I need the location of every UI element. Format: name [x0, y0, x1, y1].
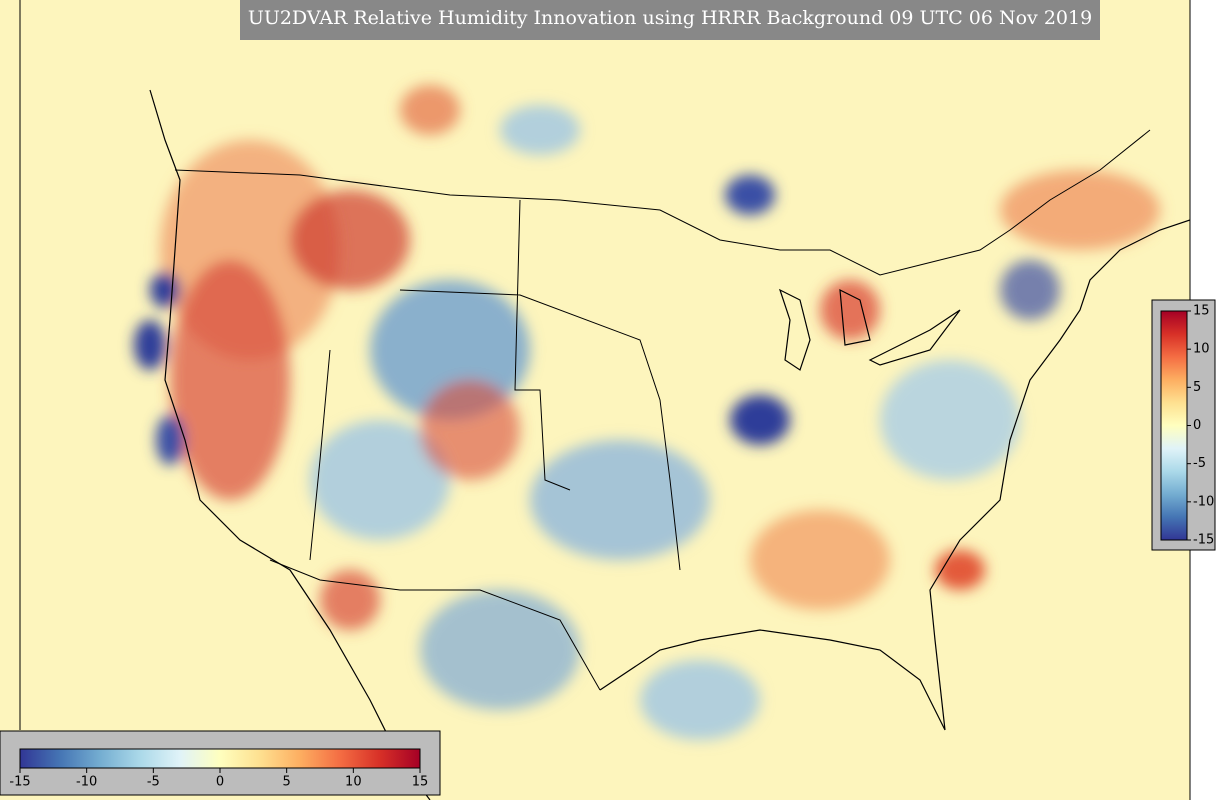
- map: [0, 0, 1190, 800]
- title: UU2DVAR Relative Humidity Innovation usi…: [248, 7, 1092, 29]
- tick-label: -5: [1193, 456, 1206, 471]
- tick-label: 10: [1193, 342, 1210, 357]
- colorbar-ramp: [19, 748, 421, 769]
- tick-label: -10: [1193, 494, 1214, 509]
- great-lakes: [778, 288, 961, 371]
- coastline: [149, 89, 431, 800]
- coastline: [599, 219, 1190, 731]
- tick-label: 0: [216, 775, 224, 790]
- tick-label: -10: [76, 775, 97, 790]
- border: [309, 199, 681, 571]
- tick-label: -15: [9, 775, 30, 790]
- field-blobs: [134, 85, 1160, 740]
- tick-label: 5: [283, 775, 291, 790]
- colorbar-horizontal: -15 -10 -5 0 5 10 15: [0, 730, 441, 796]
- border: [269, 559, 601, 691]
- tick-label: -5: [147, 775, 160, 790]
- tick-label: 15: [1193, 304, 1210, 319]
- tick-label: -15: [1193, 533, 1214, 548]
- title-box: [240, 0, 1100, 40]
- tick-label: 10: [345, 775, 362, 790]
- colorbar-vertical: -15 -10 -5 0 5 10 15: [1151, 299, 1216, 551]
- colorbar-ramp: [1160, 310, 1188, 541]
- tick-label: 0: [1193, 418, 1201, 433]
- tick-label: 15: [412, 775, 429, 790]
- border: [174, 129, 1151, 276]
- tick-label: 5: [1193, 380, 1201, 395]
